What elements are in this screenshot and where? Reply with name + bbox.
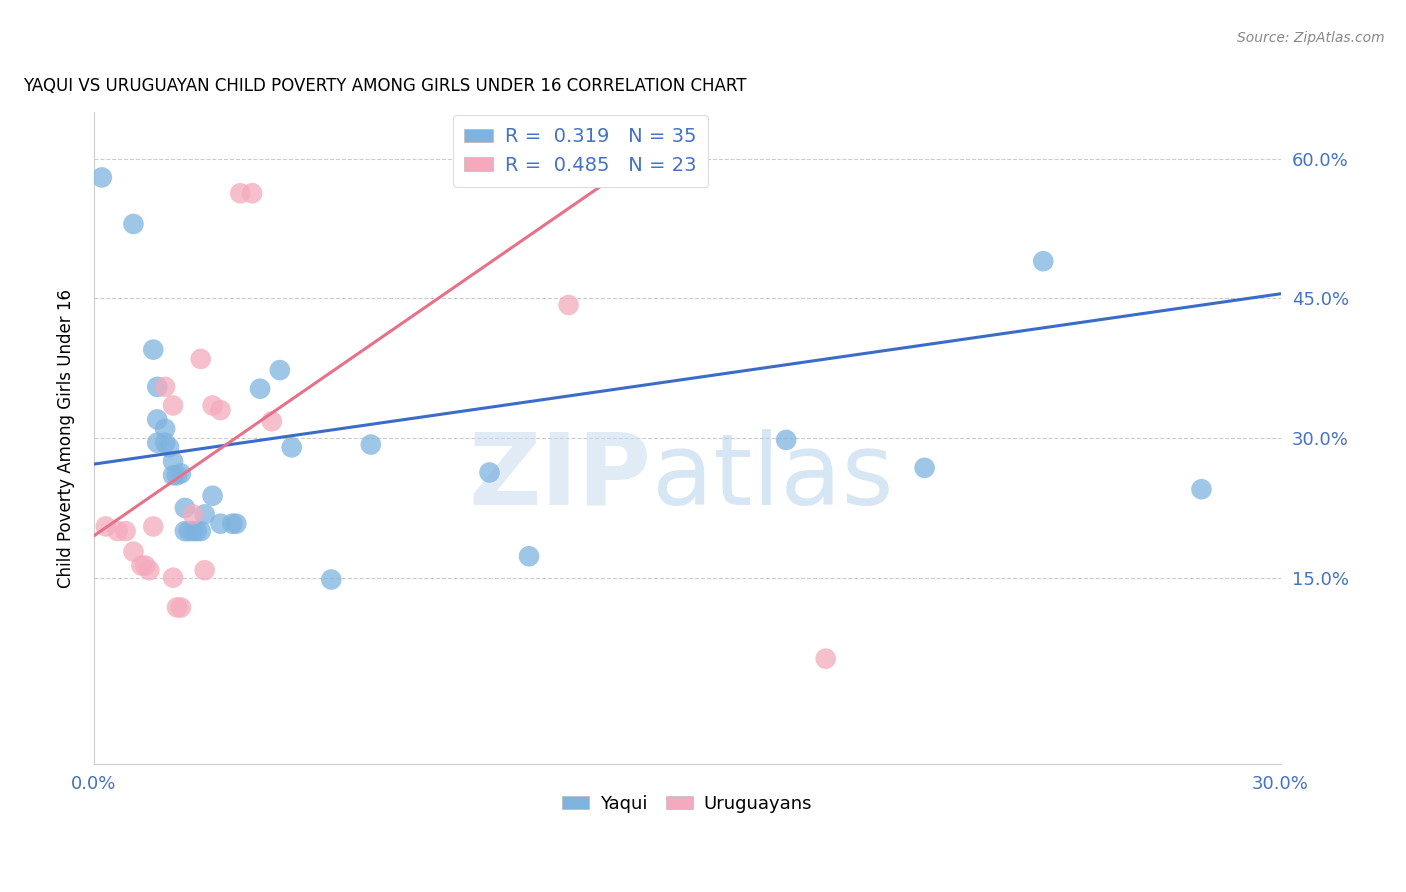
Point [814, 651, 837, 665]
Point [194, 508, 217, 522]
Point [114, 524, 136, 538]
Point [94, 519, 117, 533]
Point [146, 380, 169, 394]
Point [478, 466, 501, 480]
Point [90, 170, 112, 185]
Point [914, 460, 936, 475]
Point [153, 435, 176, 450]
Point [153, 380, 176, 394]
Point [166, 600, 188, 615]
Point [162, 468, 184, 483]
Text: YAQUI VS URUGUAYAN CHILD POVERTY AMONG GIRLS UNDER 16 CORRELATION CHART: YAQUI VS URUGUAYAN CHILD POVERTY AMONG G… [22, 78, 747, 95]
Point [269, 363, 291, 377]
Point [131, 558, 153, 573]
Point [157, 441, 180, 455]
Text: atlas: atlas [651, 429, 893, 525]
Point [240, 186, 263, 201]
Y-axis label: Child Poverty Among Girls Under 16: Child Poverty Among Girls Under 16 [58, 288, 75, 588]
Point [360, 437, 382, 451]
Point [146, 412, 169, 426]
Point [170, 467, 193, 481]
Point [134, 558, 156, 573]
Point [166, 468, 188, 483]
Point [201, 399, 224, 413]
Point [1191, 482, 1213, 496]
Point [174, 500, 197, 515]
Point [209, 516, 232, 531]
Point [162, 399, 184, 413]
Point [280, 441, 302, 455]
Point [162, 454, 184, 468]
Point [107, 524, 129, 538]
Point [177, 524, 200, 538]
Point [209, 403, 232, 417]
Point [181, 508, 204, 522]
Point [190, 351, 212, 366]
Point [190, 524, 212, 538]
Point [229, 186, 252, 201]
Point [122, 544, 145, 558]
Point [775, 433, 797, 447]
Point [142, 343, 165, 357]
Text: ZIP: ZIP [468, 429, 651, 525]
Point [201, 489, 224, 503]
Point [225, 516, 247, 531]
Point [249, 382, 271, 396]
Point [186, 524, 208, 538]
Point [221, 516, 243, 531]
Point [321, 573, 343, 587]
Point [122, 217, 145, 231]
Point [174, 524, 197, 538]
Point [146, 435, 169, 450]
Point [181, 524, 204, 538]
Legend: Yaqui, Uruguayans: Yaqui, Uruguayans [555, 788, 820, 820]
Point [1032, 254, 1054, 268]
Point [138, 563, 160, 577]
Point [170, 600, 193, 615]
Point [557, 298, 579, 312]
Point [142, 519, 165, 533]
Point [260, 414, 283, 428]
Text: Source: ZipAtlas.com: Source: ZipAtlas.com [1237, 31, 1385, 45]
Point [162, 571, 184, 585]
Point [517, 549, 540, 564]
Point [194, 563, 217, 577]
Point [153, 422, 176, 436]
